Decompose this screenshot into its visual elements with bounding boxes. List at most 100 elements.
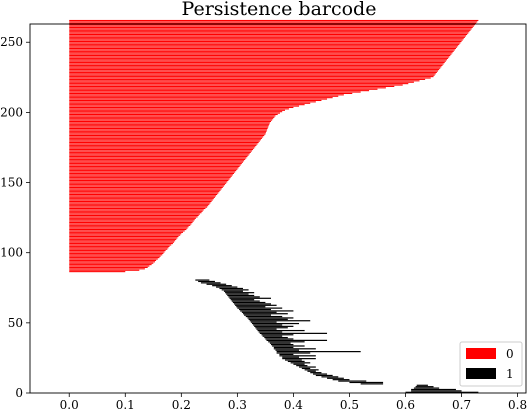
bar-dim0 (69, 55, 451, 57)
bar-dim0 (69, 64, 443, 66)
bar-dim0 (69, 205, 209, 207)
bar-dim0 (69, 172, 235, 174)
bar-dim1 (244, 314, 271, 316)
bar-dim0 (69, 175, 232, 177)
bar-dim0 (69, 120, 271, 123)
bar-dim1 (296, 365, 308, 367)
bar-dim0 (69, 147, 255, 149)
bar-dim0 (69, 45, 459, 47)
x-tick-label: 0.7 (452, 398, 471, 412)
bar-dim0 (69, 36, 465, 38)
bar-dim1 (282, 356, 300, 358)
bar-dim1 (413, 387, 440, 389)
bar-dim1 (221, 289, 249, 291)
bar-dim1 (338, 380, 367, 382)
bar-dim0 (69, 154, 249, 156)
bar-dim1 (290, 362, 311, 364)
bar-dim0 (69, 28, 472, 30)
bar-dim0 (69, 170, 237, 172)
bar-dim0 (69, 212, 202, 214)
bar-dim0 (69, 200, 212, 203)
bar-dim1 (258, 331, 283, 333)
y-tick-label: 250 (0, 35, 23, 49)
bar-dim0 (69, 102, 311, 104)
bar-dim1 (273, 346, 294, 349)
bar-dim0 (69, 265, 150, 267)
bar-dim1 (285, 359, 302, 361)
bar-dim1 (223, 290, 243, 292)
bar-dim0 (69, 268, 145, 270)
bar-dim1 (234, 303, 271, 305)
bar-dim0 (69, 238, 177, 240)
bar-dim0 (69, 181, 228, 183)
bar-dim1 (254, 325, 294, 327)
bar-dim0 (69, 39, 463, 41)
bar-dim1 (253, 324, 283, 326)
bar-dim0 (69, 118, 274, 120)
bar-dim0 (69, 185, 224, 187)
bar-dim0 (69, 84, 403, 86)
bar-dim0 (69, 266, 148, 268)
bar-dim0 (69, 157, 247, 159)
bar-dim1 (268, 341, 305, 343)
bar-dim0 (69, 151, 251, 153)
bar-dim1 (264, 336, 288, 339)
x-tick-label: 0.1 (116, 398, 135, 412)
bar-dim1 (301, 367, 311, 370)
bar-dim0 (69, 21, 478, 23)
bar-dim0 (69, 22, 477, 24)
bar-dim0 (69, 43, 460, 45)
bar-dim0 (69, 230, 185, 232)
bar-dim1 (206, 283, 227, 285)
bar-dim1 (360, 383, 384, 385)
bar-dim0 (69, 105, 300, 107)
bar-dim0 (69, 271, 126, 273)
bar-dim0 (69, 129, 268, 131)
bar-dim0 (69, 137, 263, 139)
bar-dim0 (69, 95, 339, 97)
bar-dim0 (69, 31, 470, 33)
bar-dim1 (216, 286, 238, 288)
bar-dim1 (232, 301, 266, 304)
bar-dim1 (299, 366, 316, 368)
bar-dim0 (69, 251, 165, 253)
bar-dim0 (69, 202, 211, 204)
bar-dim1 (226, 293, 249, 295)
bar-dim0 (69, 198, 214, 200)
legend-swatch-1 (466, 368, 496, 379)
bar-dim1 (416, 384, 428, 386)
bar-dim1 (200, 282, 221, 284)
bar-dim1 (265, 338, 294, 340)
bar-dim0 (69, 104, 305, 106)
y-tick-label: 0 (15, 386, 23, 400)
y-tick-label: 150 (0, 176, 23, 190)
x-tick-label: 0.6 (396, 398, 415, 412)
bar-dim0 (69, 50, 454, 52)
bar-dim0 (69, 90, 370, 92)
bar-dim0 (69, 220, 194, 222)
bar-dim0 (69, 49, 455, 51)
bar-dim1 (239, 308, 271, 311)
bar-dim0 (69, 106, 294, 109)
bar-dim0 (69, 177, 231, 179)
bar-dim0 (69, 99, 322, 102)
bar-dim0 (69, 188, 222, 190)
bar-dim0 (69, 126, 269, 128)
bar-dim0 (69, 167, 239, 169)
bar-dim1 (327, 377, 344, 379)
bar-dim0 (69, 32, 469, 34)
bar-dim0 (69, 161, 243, 163)
bar-dim0 (69, 108, 289, 110)
bar-dim0 (69, 83, 409, 85)
bar-dim1 (212, 285, 232, 287)
bar-dim1 (307, 370, 316, 372)
bar-dim1 (275, 349, 300, 351)
bar-dim1 (250, 321, 277, 323)
bar-dim0 (69, 130, 267, 132)
legend: 0 1 (459, 341, 523, 387)
bar-dim0 (69, 77, 431, 79)
bar-dim0 (69, 228, 187, 231)
bar-dim0 (69, 231, 184, 233)
bar-dim0 (69, 189, 221, 191)
bar-dim1 (237, 307, 283, 309)
